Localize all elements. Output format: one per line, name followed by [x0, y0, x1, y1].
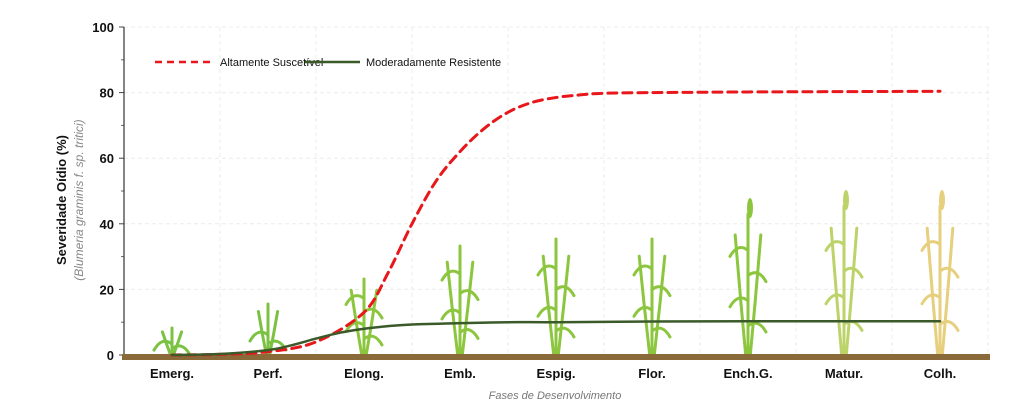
plant-leaf — [824, 240, 846, 252]
plant-stem — [172, 330, 184, 356]
x-tick-label-5: Flor. — [638, 366, 665, 381]
plant-leaf — [458, 328, 480, 340]
plant-stem — [844, 226, 859, 356]
legend-label-altamente-suscetivel: Altamente Suscetível — [220, 57, 323, 69]
plant-stem — [160, 330, 172, 356]
plant-ear — [747, 198, 753, 218]
plant-stem — [925, 226, 940, 356]
ground-strip — [122, 354, 990, 360]
plant-leaf — [440, 269, 462, 282]
y-axis-label: Severidade Oídio (%) — [54, 135, 69, 265]
y-tick-label-2: 40 — [100, 217, 114, 232]
y-tick-label-5: 100 — [92, 20, 114, 35]
plant-stem — [445, 260, 460, 356]
plant-stem — [541, 254, 556, 356]
plant-leaf — [248, 330, 270, 343]
plant-stem — [460, 260, 475, 356]
plant-stem — [829, 226, 844, 356]
x-tick-label-3: Emb. — [444, 366, 476, 381]
plant-leaf — [920, 240, 942, 252]
plant-stem — [364, 288, 379, 356]
plant-leaf — [632, 305, 654, 318]
y-axis: 0 20 40 60 80 100 — [92, 20, 125, 363]
y-tick-label-3: 60 — [100, 151, 114, 166]
plant-leaf — [554, 326, 576, 339]
plant-icon-0 — [152, 326, 192, 357]
plant-leaf — [938, 266, 960, 279]
y-tick-label-4: 80 — [100, 86, 114, 101]
series-lines — [170, 89, 942, 357]
plant-leaf — [650, 285, 672, 298]
plant-leaf — [824, 293, 846, 306]
plant-leaf — [746, 321, 768, 334]
plant-ear — [939, 190, 945, 210]
plant-leaf — [440, 308, 462, 321]
plant-stem — [556, 254, 571, 356]
x-axis-label: Fases de Desenvolvimento — [489, 390, 622, 402]
plant-icon-1 — [248, 302, 288, 356]
plant-leaf — [536, 264, 558, 277]
x-tick-label-6: Ench.G. — [723, 366, 772, 381]
plant-leaf — [344, 294, 366, 306]
plant-leaf — [458, 289, 480, 302]
plant-leaf — [362, 334, 384, 347]
x-tick-label-0: Emerg. — [150, 366, 194, 381]
plant-stem — [733, 233, 748, 356]
x-tick-label-1: Perf. — [254, 366, 283, 381]
plant-leaf — [746, 271, 768, 284]
plant-stem — [637, 254, 652, 356]
plant-leaf — [728, 296, 750, 309]
plant-icon-4 — [536, 237, 576, 356]
plant-icon-5 — [632, 237, 672, 356]
growth-stage-illustrations — [152, 190, 960, 357]
x-axis-tick-labels: Emerg. Perf. Elong. Emb. Espig. Flor. Ench.G. M… — [150, 366, 956, 381]
plant-leaf — [920, 293, 942, 306]
x-tick-label-2: Elong. — [344, 366, 384, 381]
y-tick-label-0: 0 — [107, 348, 114, 363]
plant-leaf — [170, 344, 192, 357]
ground-bar — [122, 354, 990, 360]
plant-leaf — [536, 305, 558, 318]
y-tick-label-1: 20 — [100, 282, 114, 297]
plant-icon-6 — [728, 198, 768, 356]
plant-icon-7 — [824, 190, 864, 356]
plant-leaf — [554, 285, 576, 298]
x-tick-label-7: Matur. — [825, 366, 863, 381]
plant-leaf — [632, 264, 654, 277]
plant-stem — [652, 254, 667, 356]
plant-stem — [940, 226, 955, 356]
legend: Altamente Suscetível Moderadamente Resis… — [155, 57, 501, 69]
y-axis-sublabel: (Blumeria graminis f. sp. tritici) — [72, 119, 86, 280]
legend-label-moderadamente-resistente: Moderadamente Resistente — [366, 57, 501, 69]
x-tick-label-8: Colh. — [924, 366, 957, 381]
plant-leaf — [152, 339, 174, 352]
plant-leaf — [842, 320, 864, 332]
plant-leaf — [344, 321, 366, 333]
plant-icon-2 — [344, 277, 384, 356]
plant-leaf — [728, 246, 750, 258]
series-line-altamente-suscetivel — [170, 89, 942, 357]
plant-leaf — [938, 320, 960, 332]
plant-icon-3 — [440, 244, 480, 356]
plant-stem — [748, 233, 763, 356]
plant-leaf — [842, 266, 864, 279]
plant-leaf — [650, 326, 672, 339]
plant-ear — [843, 190, 849, 210]
x-tick-label-4: Espig. — [536, 366, 575, 381]
plant-icon-8 — [920, 190, 960, 356]
series-line-moderadamente-resistente — [170, 319, 942, 357]
